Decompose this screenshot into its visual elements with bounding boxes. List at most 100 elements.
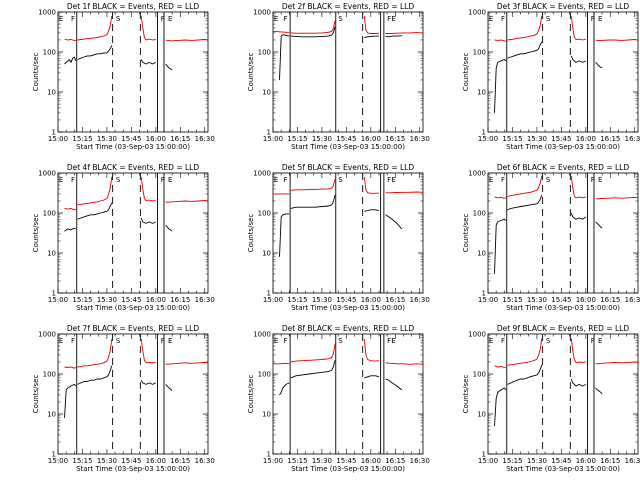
series-line-events <box>165 224 173 232</box>
x-axis-label: Start Time (03-Sep-03 15:00:00) <box>76 143 190 151</box>
detector-panel-1: Det 1f BLACK = Events, RED = LLD 1 10 100 10… <box>32 2 215 151</box>
segment-letter: F <box>161 15 165 23</box>
x-tick-label: 15:15 <box>502 457 522 465</box>
y-tick-label: 1 <box>482 290 486 298</box>
series-line-events <box>64 56 77 65</box>
x-tick-label: 15:00 <box>263 135 283 143</box>
plot-frame <box>487 333 639 455</box>
x-tick-label: 15:15 <box>502 296 522 304</box>
x-tick-label: 16:30 <box>410 457 430 465</box>
series-line-lld <box>363 176 380 194</box>
series-line-lld <box>290 344 336 363</box>
y-tick-label: 1 <box>267 290 271 298</box>
y-tick-label: 1000 <box>468 331 486 339</box>
x-tick-label: 15:00 <box>48 457 68 465</box>
segment-letter: E <box>391 176 395 184</box>
series-line-events <box>507 41 543 59</box>
segment-letter: S <box>116 337 121 345</box>
x-tick-label: 15:45 <box>121 135 141 143</box>
y-tick-label: 10 <box>47 89 56 97</box>
segment-letter: E <box>391 15 395 23</box>
series-line-lld <box>494 196 507 199</box>
detector-panel-8: Det 8f BLACK = Events, RED = LLD 1 10 100 10… <box>247 324 430 473</box>
series-line-events <box>165 384 173 392</box>
series-line-events <box>140 217 156 224</box>
segment-letter: E <box>168 337 172 345</box>
series-line-events <box>77 202 113 220</box>
plot-frame <box>272 333 424 455</box>
series-line-events <box>279 213 290 257</box>
panel-title: Det 6f BLACK = Events, RED = LLD <box>497 163 630 172</box>
segment-letter: F <box>501 176 505 184</box>
plot-frame <box>57 172 209 294</box>
x-tick-label: 15:00 <box>478 457 498 465</box>
x-tick-label: 15:15 <box>287 457 307 465</box>
x-tick-label: 15:00 <box>478 296 498 304</box>
x-tick-label: 15:15 <box>287 135 307 143</box>
detector-panel-4: Det 4f BLACK = Events, RED = LLD 1 10 100 10… <box>32 163 215 312</box>
panel-title: Det 7f BLACK = Events, RED = LLD <box>67 324 200 333</box>
segment-letter: F <box>71 176 75 184</box>
y-tick-label: 1 <box>267 451 271 459</box>
y-tick-label: 10 <box>477 250 486 258</box>
series-line-lld <box>385 362 424 365</box>
y-tick-label: 100 <box>258 210 271 218</box>
x-axis-label: Start Time (03-Sep-03 15:00:00) <box>506 143 620 151</box>
segment-letter: F <box>284 337 288 345</box>
segment-letter: F <box>591 176 595 184</box>
y-tick-label: 100 <box>43 371 56 379</box>
segment-letter: E <box>59 15 63 23</box>
segment-letter: F <box>284 176 288 184</box>
series-line-events <box>595 62 603 69</box>
segment-letter: S <box>338 15 343 23</box>
series-line-lld <box>77 15 113 41</box>
series-line-lld <box>507 15 543 41</box>
series-line-lld <box>77 338 113 368</box>
x-axis-label: Start Time (03-Sep-03 15:00:00) <box>506 304 620 312</box>
series-line-lld <box>570 15 586 41</box>
y-tick-label: 100 <box>473 371 486 379</box>
series-line-events <box>570 378 587 387</box>
series-line-lld <box>385 32 424 34</box>
series-line-lld <box>140 176 156 202</box>
x-tick-label: 15:00 <box>48 135 68 143</box>
y-tick-label: 100 <box>43 210 56 218</box>
segment-letter: E <box>59 176 63 184</box>
x-axis-label: Start Time (03-Sep-03 15:00:00) <box>76 465 190 473</box>
x-tick-label: 16:15 <box>600 135 620 143</box>
series-line-lld <box>595 196 639 200</box>
x-tick-label: 16:00 <box>146 296 166 304</box>
segment-letter: S <box>546 337 551 345</box>
segment-letter: F <box>284 15 288 23</box>
x-tick-label: 15:45 <box>336 296 356 304</box>
series-line-events <box>290 194 336 209</box>
y-tick-label: 10 <box>262 411 271 419</box>
x-tick-label: 15:30 <box>97 296 117 304</box>
series-line-events <box>77 45 113 60</box>
series-line-events <box>385 378 403 391</box>
segment-letter: F <box>161 176 165 184</box>
y-tick-label: 1000 <box>253 170 271 178</box>
x-tick-label: 16:15 <box>170 296 190 304</box>
series-line-lld <box>77 176 113 206</box>
series-line-events <box>290 26 336 38</box>
detector-panel-5: Det 5f BLACK = Events, RED = LLD 1 10 100 10… <box>247 163 430 312</box>
segment-letter: F <box>161 337 165 345</box>
segment-letter: E <box>598 337 602 345</box>
x-tick-label: 15:15 <box>72 457 92 465</box>
series-line-events <box>77 365 113 385</box>
detector-panel-9: Det 9f BLACK = Events, RED = LLD 1 10 100 10… <box>462 324 640 473</box>
plot-frame <box>272 172 424 294</box>
plot-frame <box>57 11 209 133</box>
segment-letter: E <box>168 176 172 184</box>
y-axis-label: Counts/sec <box>247 214 255 253</box>
y-tick-label: 10 <box>262 89 271 97</box>
segment-letter: S <box>338 337 343 345</box>
series-line-events <box>494 387 507 427</box>
series-line-lld <box>595 39 639 41</box>
series-line-events <box>64 227 77 232</box>
series-line-lld <box>570 175 586 199</box>
x-tick-label: 16:30 <box>410 135 430 143</box>
y-tick-label: 1000 <box>38 331 56 339</box>
segment-letter: E <box>274 176 278 184</box>
